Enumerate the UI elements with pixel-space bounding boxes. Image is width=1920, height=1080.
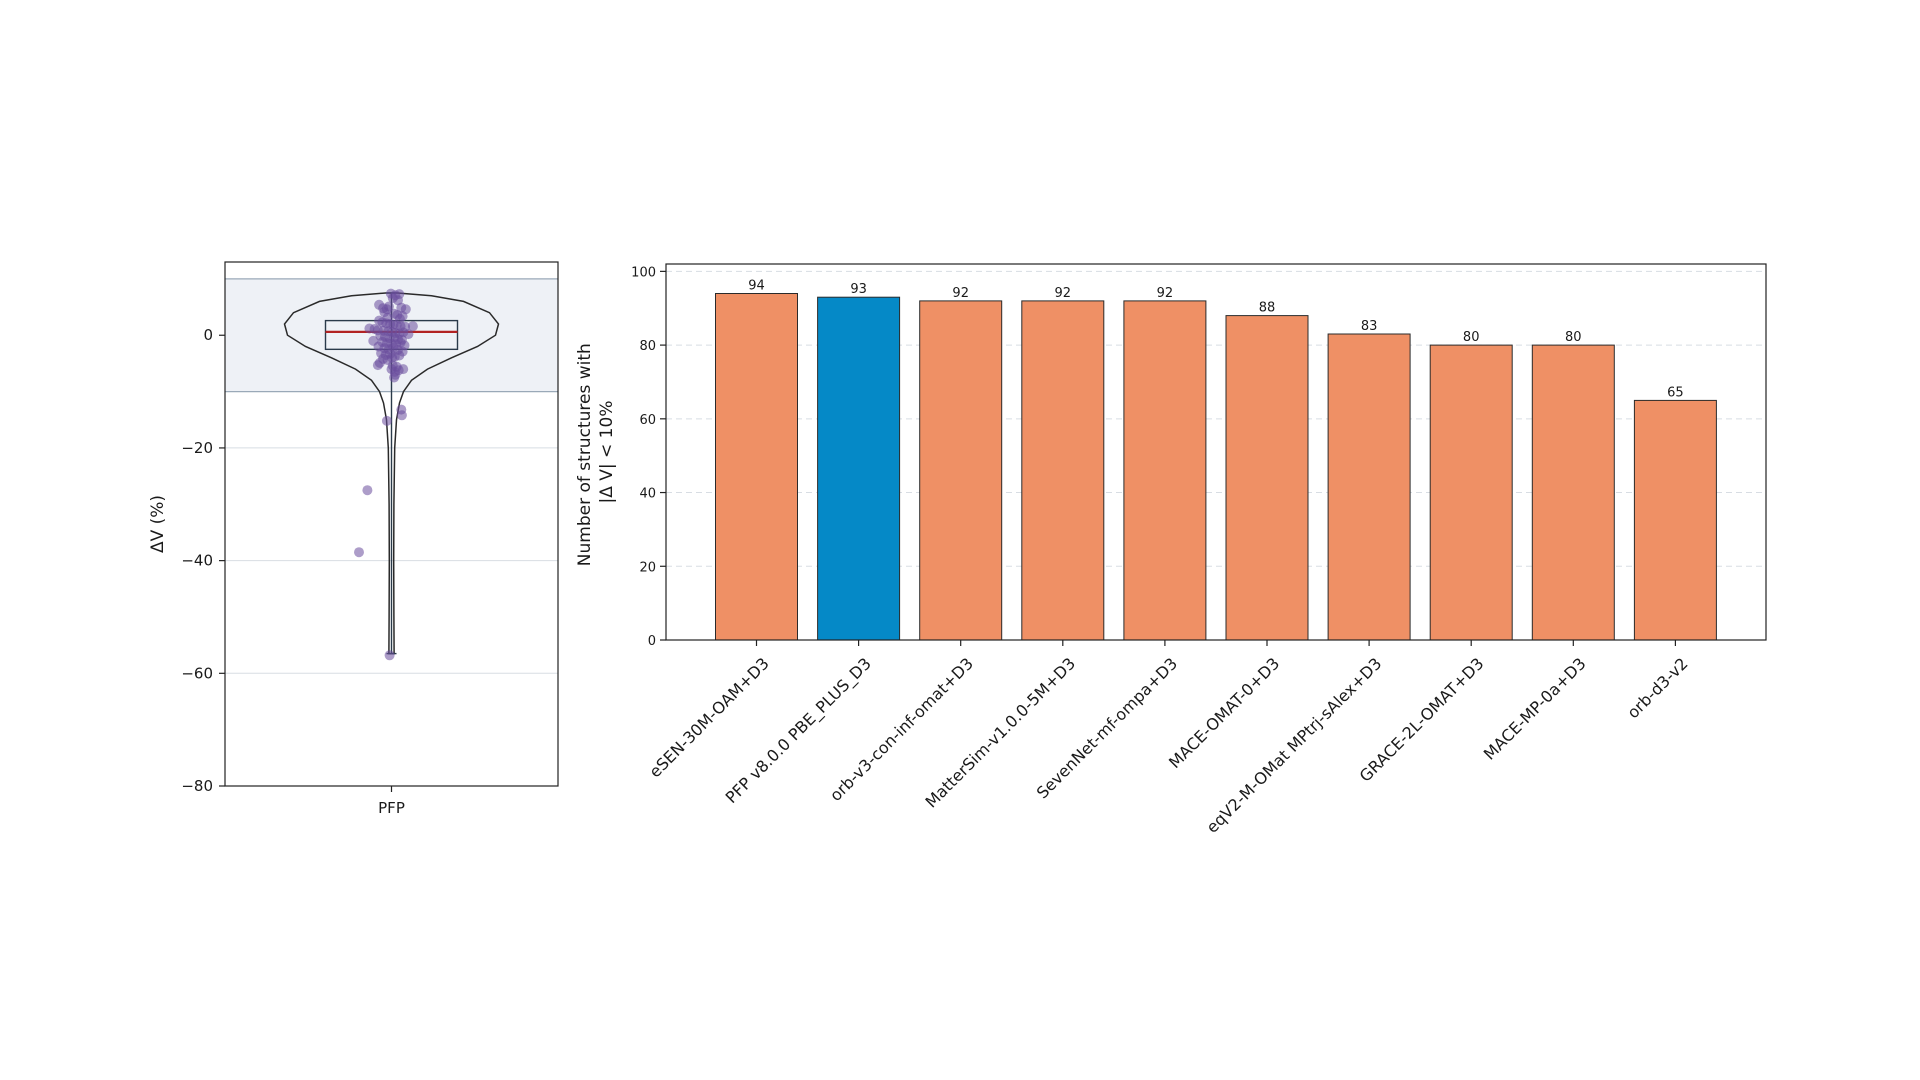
bar <box>919 300 1003 641</box>
bar-y-tick-label: 0 <box>648 634 656 649</box>
violin-chart: 0 −20 −40 −60 −80 PFP ΔV (%) <box>148 261 559 817</box>
data-point <box>389 372 400 383</box>
violin-y-ticks: 0 −20 −40 −60 −80 <box>181 326 225 795</box>
bar <box>1021 300 1105 641</box>
bar-y-tick-label: 60 <box>639 413 656 428</box>
data-point <box>362 485 373 496</box>
bar-value-labels: 94 93 92 92 92 88 83 80 80 65 <box>748 279 1683 401</box>
bar-value-label: 92 <box>1157 286 1174 301</box>
data-point <box>354 547 364 558</box>
bar-value-label: 65 <box>1667 385 1684 400</box>
violin-x-ticks: PFP <box>378 786 405 817</box>
violin-y-tick-label: 0 <box>203 326 213 344</box>
bar-y-tick-label: 40 <box>639 487 656 502</box>
bar <box>1429 344 1513 641</box>
bar <box>1633 399 1717 641</box>
data-point <box>396 410 407 421</box>
bar-value-label: 80 <box>1463 330 1480 345</box>
data-point <box>398 364 409 375</box>
data-point <box>384 650 395 661</box>
bar-value-label: 94 <box>748 279 765 294</box>
bar-y-tick-label: 80 <box>639 339 656 354</box>
bar-y-ticks: 0 20 40 60 80 100 <box>631 265 666 649</box>
bar-y-axis-label-line-2: |Δ V| < 10% <box>597 401 617 504</box>
violin-y-axis-label: ΔV (%) <box>148 495 168 553</box>
violin-x-tick-label: PFP <box>378 799 405 817</box>
violin-y-tick-label: −80 <box>181 777 213 795</box>
bar <box>1327 333 1411 641</box>
violin-y-tick-label: −20 <box>181 439 213 457</box>
bar <box>715 293 798 641</box>
data-point <box>372 360 383 371</box>
bar <box>1225 315 1309 641</box>
bar-y-tick-label: 20 <box>639 560 656 575</box>
bars <box>715 293 1717 641</box>
violin-y-tick-label: −60 <box>181 664 213 682</box>
bar <box>1531 344 1615 641</box>
data-point <box>381 415 392 426</box>
bar-value-label: 80 <box>1565 330 1582 345</box>
bar <box>817 296 901 641</box>
bar-value-label: 92 <box>952 286 969 301</box>
bar-value-label: 92 <box>1055 286 1072 301</box>
bar <box>1123 300 1207 641</box>
bar-y-tick-label: 100 <box>631 265 656 280</box>
bar-value-label: 88 <box>1259 301 1276 316</box>
data-point <box>387 352 398 363</box>
data-point <box>403 329 414 340</box>
bar-value-label: 83 <box>1361 319 1378 334</box>
bar-axes-frame <box>665 263 1767 641</box>
bar-value-label: 93 <box>850 282 867 297</box>
data-point <box>407 321 418 332</box>
violin-y-tick-label: −40 <box>181 552 213 570</box>
bar-y-axis-label-line-1: Number of structures with <box>575 343 595 566</box>
data-points <box>354 288 418 661</box>
bar-y-axis-label: Number of structures with |Δ V| < 10% <box>575 338 617 566</box>
